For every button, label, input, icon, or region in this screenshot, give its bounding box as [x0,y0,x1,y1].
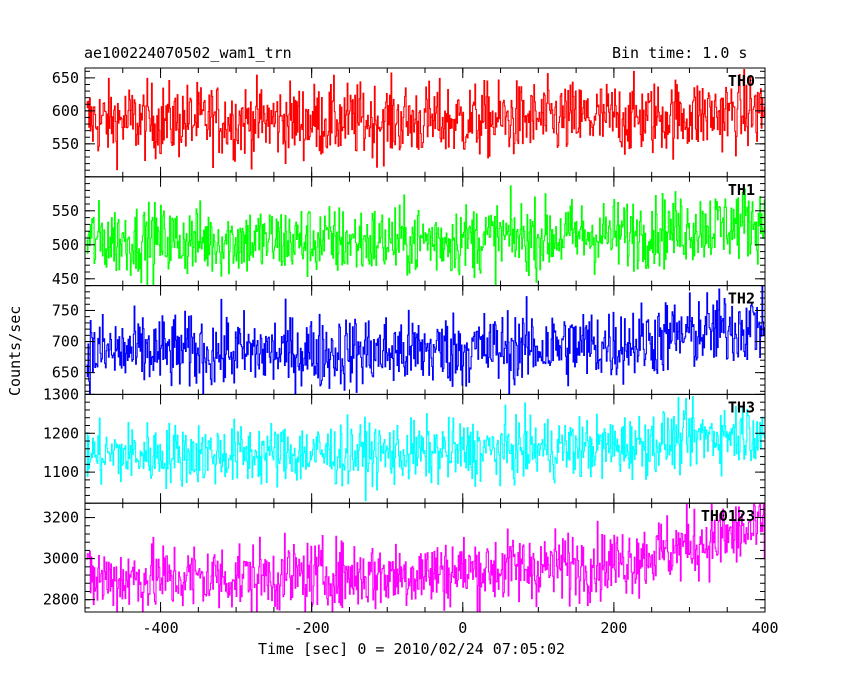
y-tick-label: 1300 [43,385,79,403]
y-tick-label: 600 [52,102,79,120]
panel-label-th1: TH1 [728,181,755,199]
bin-time-label: Bin time: 1.0 s [612,44,748,62]
y-tick-label: 1200 [43,424,79,442]
x-tick-label: 0 [458,619,467,637]
y-axis-label: Counts/sec [6,305,24,396]
x-tick-label: 200 [600,619,627,637]
series-th3 [86,395,765,502]
series-th0123 [86,503,765,613]
panel-label-th3: TH3 [728,398,755,416]
y-tick-label: 3000 [43,550,79,568]
y-tick-label: 550 [52,135,79,153]
y-tick-label: 650 [52,364,79,382]
x-tick-label: -200 [294,619,330,637]
series-th1 [86,185,765,286]
y-tick-label: 700 [52,333,79,351]
y-tick-label: 450 [52,270,79,288]
series-th0 [86,69,765,171]
y-tick-label: 500 [52,236,79,254]
y-tick-label: 550 [52,202,79,220]
y-tick-label: 750 [52,301,79,319]
series-th2 [86,285,765,395]
panel-frame-th3 [84,393,766,504]
x-tick-label: 400 [751,619,778,637]
y-tick-label: 1100 [43,463,79,481]
y-tick-label: 650 [52,69,79,87]
y-tick-label: 2800 [43,591,79,609]
y-tick-label: 3200 [43,509,79,527]
panel-label-th0123: TH0123 [701,507,755,525]
x-axis-label: Time [sec] 0 = 2010/02/24 07:05:02 [258,640,566,658]
chart-title: ae100224070502_wam1_trn [84,44,292,62]
x-tick-label: -400 [142,619,178,637]
panel-label-th2: TH2 [728,290,755,308]
panel-label-th0: TH0 [728,72,755,90]
